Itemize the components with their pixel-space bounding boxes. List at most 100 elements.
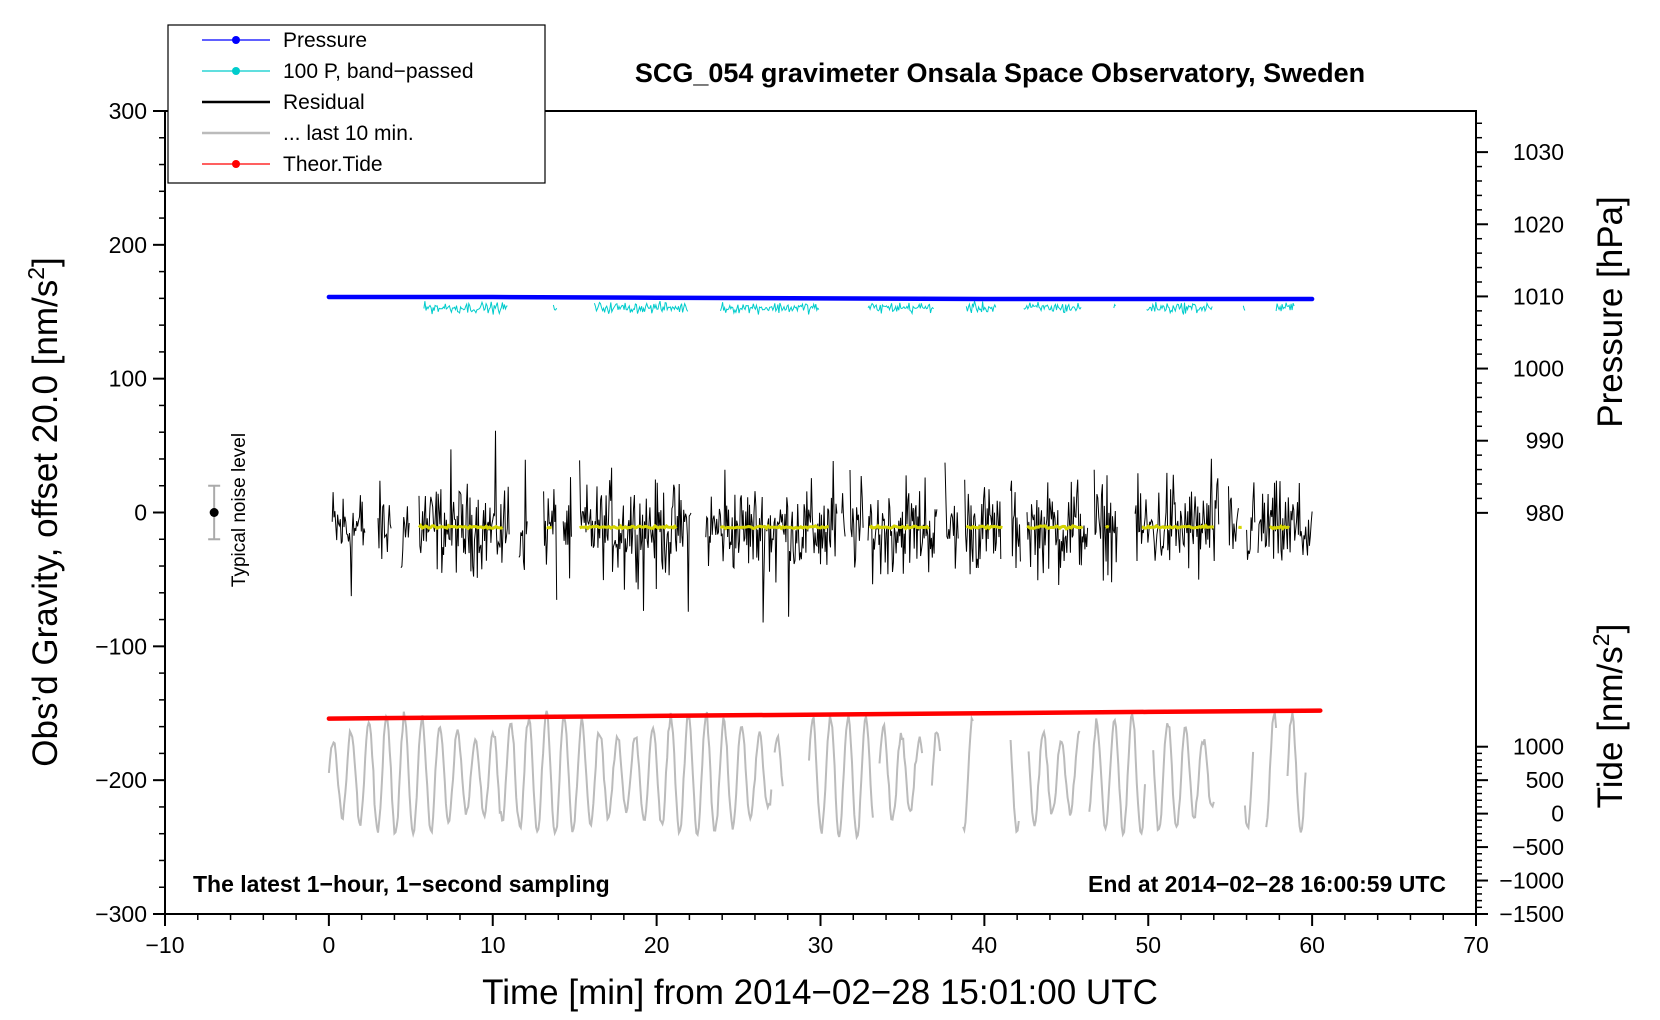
last-10min-segment [1152, 722, 1215, 832]
legend-box [167, 24, 546, 184]
bandpassed-pressure-segment [552, 304, 558, 311]
residual-segment [400, 506, 410, 569]
residual-smoothed-segment [1269, 523, 1290, 531]
chart-title: SCG_054 gravimeter Onsala Space Observat… [635, 58, 1365, 88]
last-10min-segment [773, 732, 784, 787]
pressure-tick-label: 980 [1526, 500, 1564, 526]
y-tick-label: −200 [95, 767, 147, 793]
annotation-end-time: End at 2014−02−28 16:00:59 UTC [1088, 871, 1446, 897]
residual-segment [418, 430, 510, 578]
residual-segment [562, 477, 572, 579]
bandpassed-pressure-segment [1242, 305, 1246, 311]
y-tick-label: −300 [95, 901, 147, 927]
residual-smoothed-segment [868, 523, 930, 531]
bandpassed-pressure-segment [1113, 303, 1116, 309]
last-10min-segment [327, 710, 773, 838]
bandpassed-pressure-segment [1275, 302, 1295, 312]
last-10min-segment [930, 731, 942, 786]
residual-smoothed-segment [578, 523, 678, 531]
residual-segment [705, 460, 838, 623]
y-axis-label-left: Obs’d Gravity, offset 20.0 [nm/s2] [23, 257, 65, 767]
y-tick-label: −100 [95, 633, 147, 659]
x-tick-label: 50 [1135, 932, 1161, 958]
pressure-tick-label: 1030 [1513, 139, 1564, 165]
x-tick-label: −10 [145, 932, 184, 958]
x-tick-label: 30 [808, 932, 834, 958]
legend-label: ... last 10 min. [283, 122, 414, 145]
tide-tick-label: −1500 [1499, 901, 1564, 927]
last-10min-segment [808, 715, 874, 841]
y-tick-label: 200 [109, 232, 147, 258]
bandpassed-pressure-segment [593, 300, 689, 314]
pressure-line [326, 294, 1315, 302]
x-axis-label: Time [min] from 2014−02−28 15:01:00 UTC [482, 973, 1158, 1012]
residual-segment [377, 480, 392, 560]
residual-segment [867, 475, 938, 585]
bandpassed-pressure-segment [720, 302, 820, 315]
legend-swatch-marker [232, 160, 240, 168]
pressure-tick-label: 990 [1526, 428, 1564, 454]
legend-label: Residual [283, 91, 365, 114]
tide-line [326, 708, 1323, 721]
x-tick-label: 0 [322, 932, 335, 958]
tide-tick-label: −1000 [1499, 868, 1564, 894]
residual-segment [1134, 458, 1220, 580]
residual-smoothed-segment [417, 522, 504, 531]
last-10min-segment [1088, 710, 1146, 838]
residual-smoothed-segment [1141, 523, 1214, 530]
residual-smoothed-segment [1026, 524, 1084, 531]
axes: −10 0 10 20 30 40 50 60 70−300−200−1000100200300… [95, 98, 1564, 958]
residual-segment [1228, 486, 1239, 550]
residual-segment [331, 492, 366, 597]
residual-segment [944, 462, 959, 569]
bandpassed-pressure-segment [1023, 301, 1082, 314]
residual-segment [1010, 480, 1021, 569]
last-10min-segment [1286, 712, 1307, 833]
legend-item-last-10-min: ... last 10 min. [202, 122, 414, 145]
y-tick-label: 100 [109, 366, 147, 392]
residual-segment [841, 493, 846, 537]
residual-segment [579, 460, 692, 612]
last-10min-segment [962, 714, 974, 834]
legend-label: 100 P, band−passed [283, 60, 474, 83]
last-10min-segment [1009, 739, 1020, 834]
pressure-tick-label: 1000 [1513, 356, 1564, 382]
residual-smoothed-segment [965, 523, 1003, 531]
tide-tick-label: 0 [1551, 801, 1564, 827]
tide-tick-label: 500 [1526, 767, 1564, 793]
x-tick-label: 40 [972, 932, 998, 958]
last-10min-segment [1027, 728, 1081, 827]
y-tick-label: 300 [109, 98, 147, 124]
legend: Pressure 100 P, band−passed Residual ... la… [167, 24, 546, 184]
last-10min-segment [878, 721, 924, 821]
noise-level-label: Typical noise level [229, 433, 250, 587]
residual-smoothed-segment [546, 525, 552, 530]
pressure-tick-label: 1020 [1513, 211, 1564, 237]
x-tick-label: 60 [1299, 932, 1325, 958]
y-axis-label-tide: Tide [nm/s2] [1588, 624, 1630, 809]
plot-area [208, 294, 1323, 841]
y-axis-label-pressure: Pressure [hPa] [1591, 196, 1630, 428]
residual-segment [518, 459, 528, 570]
residual-segment [1246, 482, 1256, 560]
residual-segment [1026, 479, 1089, 586]
legend-item-100-p-band-passed: 100 P, band−passed [202, 60, 474, 83]
legend-item-theor-tide: Theor.Tide [202, 153, 383, 176]
y-tick-label: 0 [134, 500, 147, 526]
legend-swatch-marker [232, 36, 240, 44]
legend-item-pressure: Pressure [202, 29, 367, 52]
tide-tick-label: 1000 [1513, 734, 1564, 760]
residual-segment [543, 489, 558, 600]
annotation-sampling: The latest 1−hour, 1−second sampling [193, 871, 610, 897]
residual-segment [849, 469, 864, 568]
last-10min-segment [1265, 712, 1278, 828]
noise-bar-point [209, 508, 219, 517]
pressure-tick-label: 1010 [1513, 283, 1564, 309]
legend-label: Theor.Tide [283, 153, 383, 176]
bandpassed-pressure-segment [867, 302, 934, 316]
x-tick-label: 70 [1463, 932, 1489, 958]
residual-smoothed-segment [719, 523, 829, 531]
legend-item-residual: Residual [202, 91, 365, 114]
residual-segment [1257, 480, 1313, 561]
bandpassed-pressure-segment [965, 300, 997, 314]
